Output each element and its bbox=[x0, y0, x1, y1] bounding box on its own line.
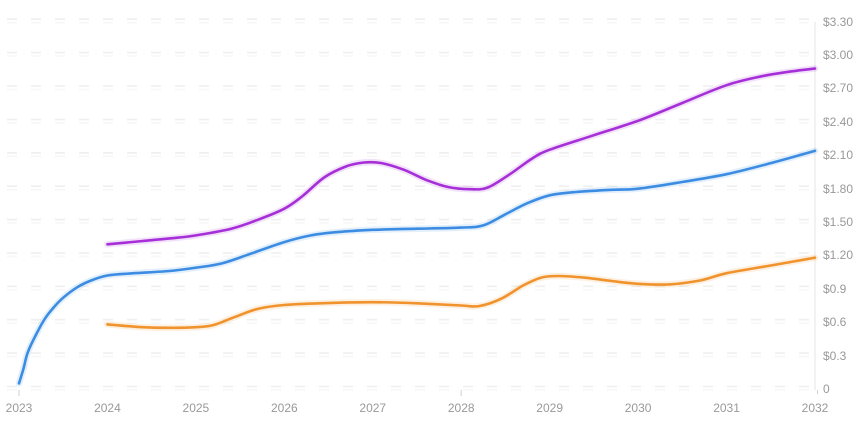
y-axis-label: $0.3 bbox=[823, 348, 847, 363]
y-axis-label: $1.80 bbox=[823, 181, 854, 196]
y-axis-label: $1.50 bbox=[823, 215, 854, 230]
x-axis-label: 2027 bbox=[359, 401, 387, 415]
y-axis-label: $3.30 bbox=[823, 14, 854, 29]
orange-series-line[interactable] bbox=[106, 256, 817, 330]
x-axis-label: 2030 bbox=[624, 401, 652, 415]
y-axis-label: $3.00 bbox=[823, 48, 854, 63]
x-axis-label: 2024 bbox=[94, 401, 121, 415]
blue-series-line[interactable] bbox=[17, 149, 817, 385]
x-axis-label: 2026 bbox=[270, 401, 298, 415]
purple-series-line[interactable] bbox=[106, 67, 817, 246]
y-axis-label: 0 bbox=[823, 382, 830, 396]
y-axis-label: $0.9 bbox=[823, 281, 847, 296]
x-axis-label: 2028 bbox=[447, 401, 475, 415]
x-axis-label: 2023 bbox=[5, 401, 33, 415]
y-axis-label: $2.10 bbox=[823, 148, 854, 163]
x-axis-label: 2025 bbox=[182, 401, 210, 415]
x-axis-label: 2029 bbox=[536, 401, 563, 415]
x-axis-label: 2031 bbox=[713, 401, 740, 415]
y-axis-label: $1.20 bbox=[823, 248, 854, 263]
y-axis-label: $2.70 bbox=[823, 81, 854, 96]
y-axis-label: $2.40 bbox=[823, 114, 854, 129]
y-axis-label: $0.6 bbox=[823, 315, 847, 330]
x-axis-label: 2032 bbox=[801, 401, 829, 415]
